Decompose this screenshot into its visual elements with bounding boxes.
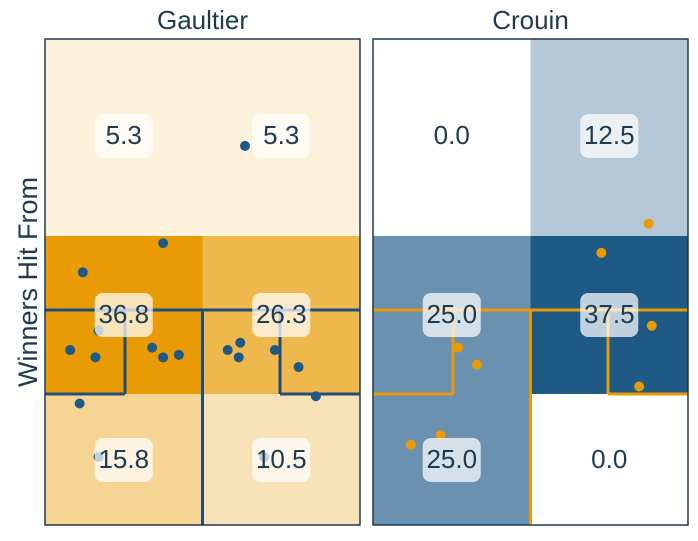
shot-point	[471, 359, 482, 370]
value-label-box	[252, 438, 311, 482]
value-label: 25.0	[426, 444, 477, 474]
value-label: 36.8	[98, 299, 149, 329]
value-label-box	[94, 114, 153, 158]
panel-title: Gaultier	[157, 5, 248, 35]
panel-crouin: Crouin 0.0 12.5 25.0 37.5 25.0 0.0	[372, 5, 689, 526]
shot-point	[453, 342, 464, 353]
shot-point	[646, 320, 657, 331]
shot-point	[643, 218, 654, 229]
value-label: 37.5	[584, 299, 635, 329]
panel-gaultier: Gaultier 5.3 5.3 36.8 26.3 15.8 10.5	[44, 5, 361, 526]
shot-point	[310, 391, 321, 402]
value-label-box	[94, 293, 153, 337]
shot-point	[173, 349, 184, 360]
value-label: 10.5	[256, 444, 307, 474]
shot-point	[634, 381, 645, 392]
value-label: 5.3	[263, 120, 299, 150]
shot-point	[596, 247, 607, 258]
shot-point	[158, 352, 169, 363]
shot-point	[235, 337, 246, 348]
value-label-box	[94, 438, 153, 482]
panel-frame	[44, 38, 361, 526]
shot-point	[405, 439, 416, 450]
value-label: 0.0	[434, 120, 470, 150]
value-label-box	[422, 438, 481, 482]
value-label: 15.8	[98, 444, 149, 474]
shot-point	[77, 267, 88, 278]
shot-point	[222, 345, 233, 356]
shot-point	[240, 140, 251, 151]
shot-point	[435, 430, 446, 441]
y-axis-label: Winners Hit From	[13, 177, 43, 387]
value-label: 5.3	[106, 120, 142, 150]
shot-point	[158, 238, 169, 249]
shot-point	[269, 345, 280, 356]
value-label-box	[580, 114, 639, 158]
value-label-box	[580, 293, 639, 337]
shot-point	[233, 352, 244, 363]
value-label-box	[252, 114, 311, 158]
panel-frame	[372, 38, 689, 526]
heat-cell	[530, 394, 688, 525]
shot-point	[90, 352, 101, 363]
value-label: 26.3	[256, 299, 307, 329]
shot-point	[293, 362, 304, 373]
value-label-box	[422, 293, 481, 337]
shot-point	[74, 398, 85, 409]
panel-title: Crouin	[492, 5, 569, 35]
shot-point	[65, 345, 76, 356]
value-label: 0.0	[591, 444, 627, 474]
value-label-box	[252, 293, 311, 337]
shot-point	[147, 342, 158, 353]
value-label: 12.5	[584, 120, 635, 150]
value-label: 25.0	[426, 299, 477, 329]
heat-cell	[373, 39, 531, 236]
